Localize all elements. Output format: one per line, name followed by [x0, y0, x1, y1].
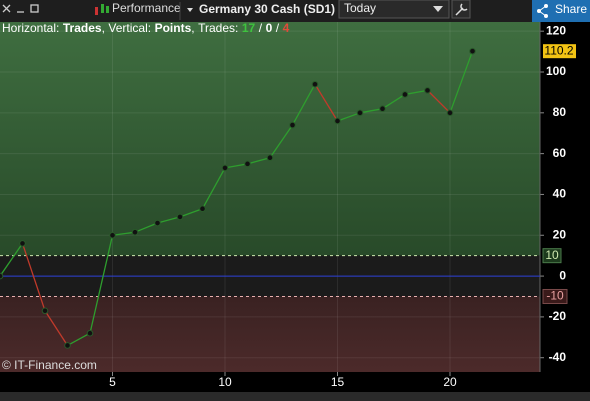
- last-value-tag: [543, 44, 576, 59]
- line-segment: [359, 108, 383, 114]
- x-tick-label: 15: [331, 375, 345, 389]
- header-horizontal-label: Horizontal:: [2, 21, 59, 35]
- select-arrow: [433, 6, 443, 12]
- y-tick-label: 80: [553, 105, 567, 119]
- point: [469, 47, 476, 55]
- line-segment: [201, 167, 226, 210]
- y-tick-label: 100: [546, 64, 566, 78]
- y-axis-bg: [540, 22, 590, 401]
- y-tick-label: -40: [549, 350, 567, 364]
- line-segment: [291, 83, 316, 126]
- chart-name[interactable]: Performance: [112, 1, 181, 15]
- point: [109, 231, 116, 239]
- upper-zone: [0, 22, 540, 256]
- x-tick-label: 10: [218, 375, 232, 389]
- y-tick-label: 0: [559, 268, 566, 282]
- share-label: Share: [555, 2, 587, 16]
- line-segment: [44, 310, 69, 346]
- point: [401, 91, 409, 98]
- header-slash: /: [259, 21, 263, 35]
- header-comma: ,: [191, 21, 194, 35]
- point: [86, 329, 94, 337]
- dropdown-arrow: [187, 8, 193, 12]
- y-tick-label: 20: [553, 227, 567, 241]
- y-tick-label: 120: [546, 23, 566, 37]
- line-segment: [112, 231, 136, 236]
- series: [0, 47, 476, 349]
- point: [379, 105, 386, 113]
- line-segment: [21, 243, 46, 311]
- point: [41, 307, 49, 315]
- point: [131, 228, 139, 236]
- footer-strip: [0, 392, 590, 401]
- point: [446, 109, 454, 117]
- watermark: © IT-Finance.com: [2, 358, 97, 372]
- x-tick-label: 5: [109, 375, 116, 389]
- point: [334, 117, 341, 125]
- y-tick-label: -20: [549, 309, 567, 323]
- line-segment: [67, 332, 91, 347]
- line-segment: [89, 235, 114, 334]
- chart-header: Horizontal: Trades, Vertical: Points, Trades…: [2, 21, 290, 35]
- line-segment: [247, 157, 271, 165]
- header-won: 17: [242, 21, 256, 35]
- line-segment: [0, 243, 24, 277]
- point: [244, 160, 251, 168]
- period: Today: [344, 1, 376, 15]
- line-segment: [337, 112, 361, 122]
- line-segment: [382, 93, 406, 110]
- y-tick-label: 60: [553, 146, 567, 160]
- header-vertical-label: Vertical:: [108, 21, 151, 35]
- line-segment: [404, 89, 428, 96]
- line-segment: [449, 50, 474, 114]
- point: [19, 240, 26, 247]
- period-select[interactable]: [338, 0, 450, 19]
- line-segment: [134, 222, 158, 233]
- upper-band-tag: [542, 248, 562, 264]
- header-comma: ,: [102, 21, 105, 35]
- line-segment: [314, 83, 339, 122]
- line-segment: [269, 124, 294, 159]
- line-segment: [157, 216, 181, 224]
- window-icons: [2, 4, 39, 13]
- line-segment: [224, 163, 248, 169]
- line-segment: [427, 89, 451, 114]
- y-tick-label: 40: [553, 187, 567, 201]
- point: [0, 272, 4, 280]
- x-tick-label: 20: [443, 375, 457, 389]
- point: [266, 154, 274, 162]
- candle-icon: [95, 4, 109, 15]
- point: [356, 109, 364, 117]
- instrument[interactable]: Germany 30 Cash (SD1): [199, 2, 335, 16]
- header-flat: 0: [266, 21, 273, 35]
- point: [221, 164, 229, 172]
- last-value-label: 110.2: [544, 43, 573, 57]
- header-x-label: Trades: [63, 21, 102, 35]
- point: [424, 87, 431, 94]
- line-segment: [179, 208, 203, 218]
- upper-band-label: 10: [545, 248, 559, 262]
- lower-band-tag: [542, 288, 568, 304]
- header-y-label: Points: [155, 21, 192, 35]
- point: [64, 342, 71, 349]
- point: [199, 205, 206, 213]
- point: [289, 121, 296, 129]
- point: [154, 219, 161, 227]
- lower-band-label: -10: [546, 289, 564, 303]
- point: [176, 213, 184, 221]
- point: [311, 80, 319, 88]
- header-count-label: Trades:: [198, 21, 238, 35]
- header-lost: 4: [283, 21, 290, 35]
- header-slash: /: [276, 21, 280, 35]
